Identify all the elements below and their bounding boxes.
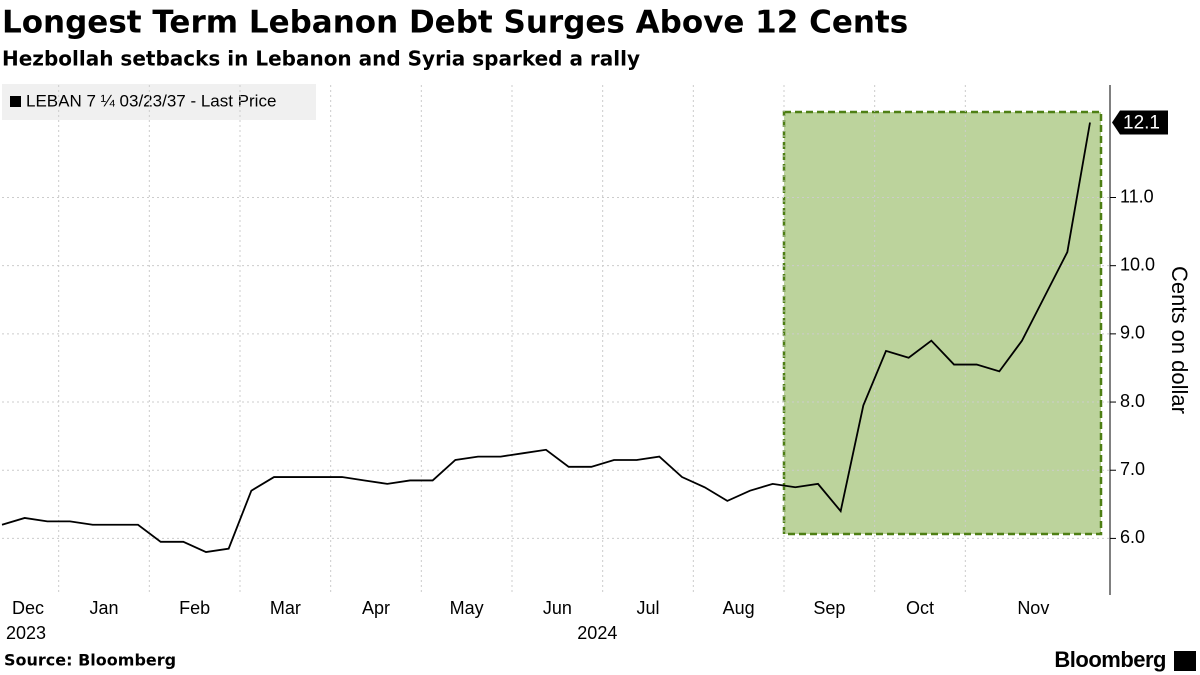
y-tick-label: 6.0 — [1120, 527, 1145, 547]
chart-subtitle: Hezbollah setbacks in Lebanon and Syria … — [2, 47, 640, 71]
x-tick-label: May — [450, 598, 484, 618]
x-tick-label: Jun — [543, 598, 572, 618]
x-tick-label: Mar — [270, 598, 301, 618]
brand-icon — [1174, 651, 1196, 671]
x-tick-label: Oct — [906, 598, 934, 618]
x-tick-label: Sep — [813, 598, 845, 618]
last-value-box — [1112, 110, 1168, 135]
source: Source: Bloomberg — [4, 651, 176, 670]
x-tick-label: Jan — [89, 598, 118, 618]
x-tick-label: Dec — [12, 598, 44, 618]
x-year-label: 2023 — [6, 623, 46, 643]
y-tick-label: 7.0 — [1120, 459, 1145, 479]
y-axis-label: Cents on dollar — [1167, 266, 1192, 414]
y-tick-label: 10.0 — [1120, 254, 1155, 274]
legend-box — [2, 84, 316, 120]
x-tick-label: Aug — [723, 598, 755, 618]
x-tick-label: Feb — [179, 598, 210, 618]
x-year-label: 2024 — [577, 623, 617, 643]
y-tick-label: 11.0 — [1120, 186, 1154, 206]
brand: Bloomberg — [1054, 647, 1166, 672]
x-tick-label: Nov — [1017, 598, 1049, 618]
highlight-region — [782, 110, 1103, 536]
legend-label: LEBAN 7 ¼ 03/23/37 - Last Price — [26, 91, 276, 110]
legend-swatch — [10, 96, 21, 107]
x-tick-label: Jul — [636, 598, 659, 618]
chart-title: Longest Term Lebanon Debt Surges Above 1… — [2, 5, 908, 41]
x-tick-label: Apr — [362, 598, 390, 618]
line — [1, 122, 1091, 553]
y-tick-label: 8.0 — [1120, 391, 1145, 411]
last-value-label: 12.1 — [1123, 113, 1160, 134]
y-tick-label: 9.0 — [1120, 323, 1145, 343]
